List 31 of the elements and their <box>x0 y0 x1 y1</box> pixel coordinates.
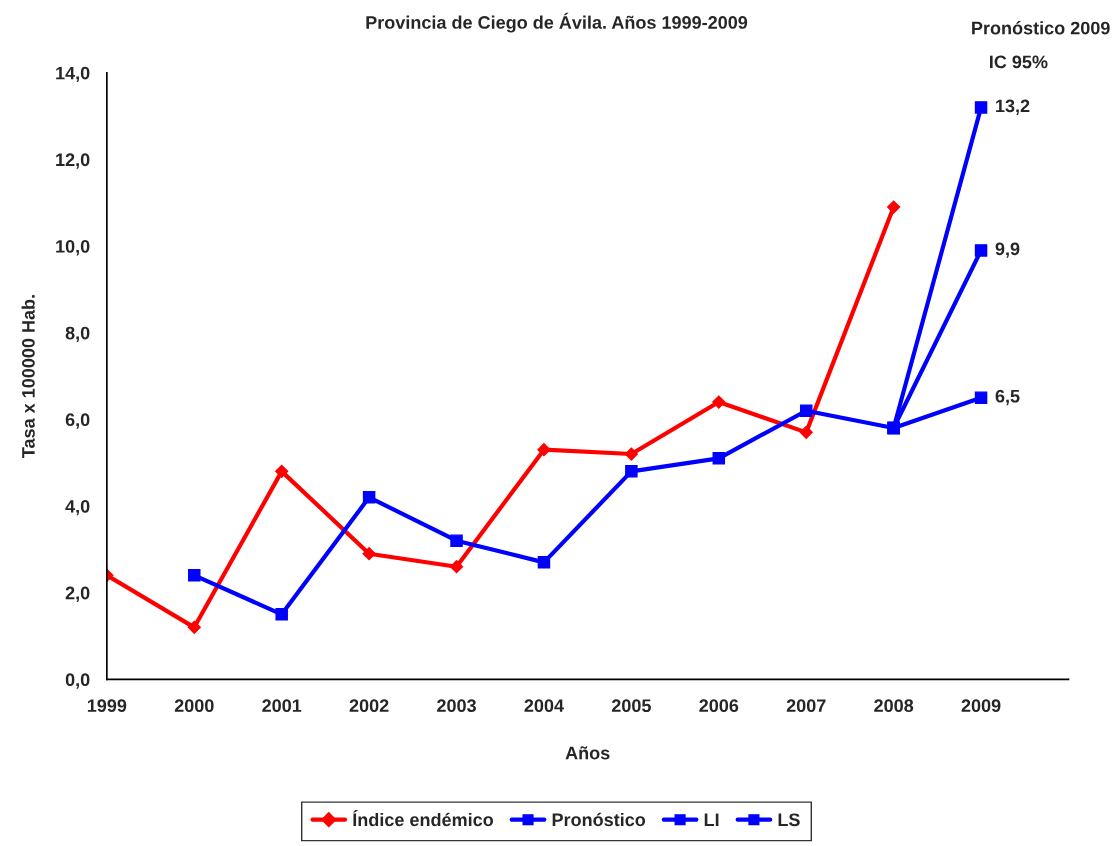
x-tick-label: 2009 <box>961 699 1001 713</box>
legend-label: Índice endémico <box>353 810 494 827</box>
x-tick-label: 2004 <box>524 699 564 713</box>
data-label: 13,2 <box>996 99 1030 115</box>
y-tick-label: 2,0 <box>65 586 90 603</box>
x-tick-label: 2000 <box>174 699 214 713</box>
x-tick-label: 2008 <box>874 699 914 713</box>
y-tick-label: 0,0 <box>65 673 90 689</box>
text: Pronóstico 2009 <box>972 21 1110 35</box>
y-tick-label: 8,0 <box>65 326 90 343</box>
data-label: 6,5 <box>995 389 1020 406</box>
x-tick-label: 2001 <box>262 699 302 713</box>
y-tick-label: 10,0 <box>56 240 90 256</box>
y-tick-label: 4,0 <box>65 499 90 516</box>
y-tick-label: 14,0 <box>56 66 90 83</box>
legend-label: LS <box>778 813 800 827</box>
x-axis-title: Años <box>565 746 610 760</box>
chart-title: Provincia de Ciego de Ávila. Años 1999-2009 <box>366 12 748 33</box>
legend-label: Pronóstico <box>552 812 646 827</box>
legend-label: LI <box>704 813 719 826</box>
data-label: 9,9 <box>995 242 1020 258</box>
y-tick-label: 6,0 <box>65 413 90 429</box>
x-tick-label: 2002 <box>349 699 389 713</box>
x-tick-label: 2005 <box>611 699 651 713</box>
x-tick-label: 2007 <box>786 699 826 713</box>
x-tick-label: 2006 <box>699 699 739 713</box>
y-tick-label: 12,0 <box>56 153 90 169</box>
y-axis-title: Tasa x 100000 Hab. <box>21 295 35 458</box>
x-tick-label: 2003 <box>437 699 476 713</box>
text: IC 95% <box>990 55 1048 69</box>
x-tick-label: 1999 <box>87 699 127 713</box>
